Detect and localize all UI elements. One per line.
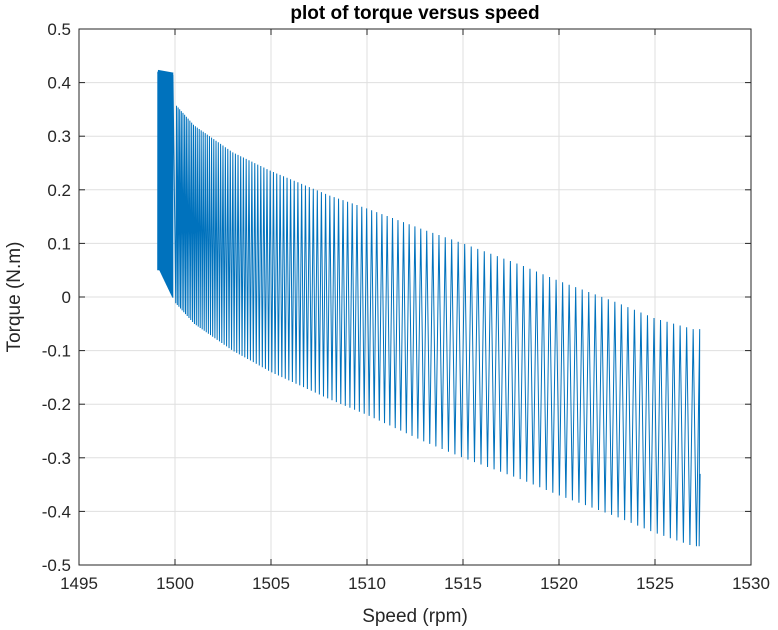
y-axis-label: Torque (N.m) (4, 242, 25, 353)
y-tick-label: 0.2 (47, 181, 71, 200)
ticks: 1495 1500 1505 1510 1515 1520 1525 1530 -0.5 -0.4… (42, 20, 770, 593)
grid (79, 29, 751, 565)
y-tick-label: 0.3 (47, 127, 71, 146)
y-tick-label: 0 (62, 288, 71, 307)
y-tick-label: -0.4 (42, 502, 71, 521)
y-tick-label: -0.2 (42, 395, 71, 414)
x-tick-label: 1525 (636, 574, 674, 593)
series-torque (157, 69, 701, 547)
y-tick-label: 0.1 (47, 234, 71, 253)
x-axis-label: Speed (rpm) (362, 606, 468, 627)
x-tick-label: 1495 (60, 574, 98, 593)
x-tick-label: 1510 (348, 574, 386, 593)
y-tick-label: 0.4 (47, 74, 71, 93)
torque-speed-line (157, 71, 701, 547)
y-tick-label: -0.1 (42, 342, 71, 361)
y-tick-label: -0.5 (42, 556, 71, 575)
x-tick-label: 1520 (540, 574, 578, 593)
y-tick-label: 0.5 (47, 20, 71, 39)
x-tick-label: 1505 (252, 574, 290, 593)
plateau-segment (157, 69, 174, 77)
x-tick-label: 1500 (156, 574, 194, 593)
x-tick-label: 1530 (732, 574, 770, 593)
x-tick-label: 1515 (444, 574, 482, 593)
chart-title: plot of torque versus speed (290, 3, 539, 24)
y-tick-label: -0.3 (42, 449, 71, 468)
